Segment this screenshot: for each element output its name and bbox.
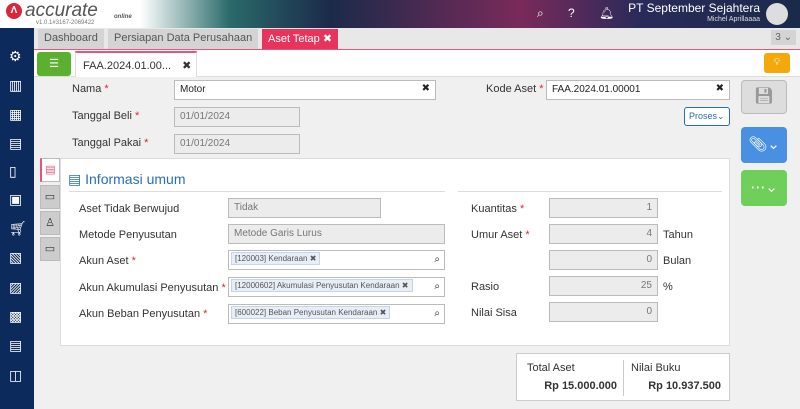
- tab-aset-tetap[interactable]: Aset Tetap ✖: [262, 29, 339, 49]
- sidebar: ⚙ ▥ ▦ ▤ ▯ ▣ 🛒︎ ▧ ▨ ▩ ▤ ◫: [0, 28, 34, 409]
- avatar[interactable]: [766, 3, 788, 25]
- rasio-input[interactable]: 25: [549, 276, 658, 296]
- nilai-sisa-input[interactable]: 0: [549, 302, 658, 322]
- total-aset-label: Total Aset: [527, 362, 575, 374]
- chart-icon[interactable]: ◫: [9, 367, 23, 383]
- nilai-sisa-label: Nilai Sisa: [471, 307, 517, 319]
- save-button[interactable]: 💾︎: [741, 80, 787, 114]
- kode-input[interactable]: FAA.2024.01.00001 ✖: [546, 80, 730, 100]
- tgl-beli-label: Tanggal Beli *: [72, 110, 140, 122]
- kuantitas-label: Kuantitas *: [471, 203, 525, 215]
- section-title: ▤ Informasi umum: [68, 171, 186, 187]
- totals-panel: Total Aset Rp 15.000.000 Nilai Buku Rp 1…: [516, 353, 730, 401]
- akun-aset-label: Akun Aset *: [79, 255, 136, 267]
- tips-button[interactable]: 💡︎: [764, 53, 790, 73]
- doc-tab[interactable]: FAA.2024.01.00... ✖: [75, 51, 197, 77]
- metode-label: Metode Penyusutan: [79, 229, 177, 241]
- more-button[interactable]: ⋯⌄: [741, 170, 787, 206]
- notes-tab-icon[interactable]: ▭: [40, 237, 60, 261]
- percent-unit: %: [663, 281, 673, 293]
- umur-bulan-input[interactable]: 0: [549, 250, 658, 270]
- proses-button[interactable]: Proses⌄: [684, 107, 730, 126]
- atb-label: Aset Tidak Berwujud: [79, 203, 180, 215]
- nama-label: Nama *: [72, 83, 109, 95]
- rasio-label: Rasio: [471, 281, 500, 293]
- company-info[interactable]: PT September Sejahtera Michel Aprillaaaa: [628, 2, 760, 24]
- akun-aset-input[interactable]: [120003] Kendaraan ✖ ⌕: [228, 250, 445, 270]
- purchase-icon[interactable]: ▧: [9, 249, 23, 265]
- akun-akum-input[interactable]: [12000602] Akumulasi Penyusutan Kendaraa…: [228, 277, 445, 297]
- kode-label: Kode Aset *: [486, 83, 544, 95]
- umur-label: Umur Aset *: [471, 229, 530, 241]
- info-tab-icon[interactable]: ▤: [40, 158, 60, 182]
- nilai-buku-label: Nilai Buku: [631, 362, 681, 374]
- close-icon[interactable]: ✖: [182, 60, 192, 72]
- bulan-unit: Bulan: [663, 255, 692, 267]
- tgl-pakai-input[interactable]: 01/01/2024: [174, 134, 300, 154]
- tab-dashboard[interactable]: Dashboard: [38, 29, 104, 49]
- kuantitas-input[interactable]: 1: [549, 198, 658, 218]
- company-name: PT September Sejahtera: [628, 1, 760, 15]
- help-icon[interactable]: ?: [568, 6, 575, 20]
- search-icon[interactable]: ⌕: [537, 6, 544, 20]
- search-icon: ⌕: [434, 254, 440, 265]
- tahun-unit: Tahun: [663, 229, 693, 241]
- akun-beban-label: Akun Beban Penyusutan *: [79, 308, 208, 320]
- brand-sub: online: [114, 14, 132, 20]
- ledger-icon[interactable]: ▤: [9, 135, 23, 151]
- report-icon[interactable]: ▤: [9, 337, 23, 353]
- tab-persiapan[interactable]: Persiapan Data Perusahaan: [108, 29, 259, 49]
- total-aset-value: Rp 15.000.000: [544, 380, 617, 392]
- clear-icon: ✖: [715, 83, 724, 94]
- version: v1.0.1#3167-2069422: [36, 20, 95, 26]
- factory-icon[interactable]: ▨: [9, 279, 23, 295]
- settings-icon[interactable]: ⚙: [9, 48, 22, 64]
- nama-input[interactable]: Motor ✖: [174, 80, 436, 100]
- umur-tahun-input[interactable]: 4: [549, 224, 658, 244]
- depreciation-tab-icon[interactable]: ▭: [40, 185, 60, 209]
- attachment-button[interactable]: 📎︎⌄: [741, 127, 787, 163]
- building-icon[interactable]: ▦: [9, 106, 23, 122]
- search-icon: ⌕: [434, 308, 440, 319]
- tgl-pakai-label: Tanggal Pakai *: [72, 137, 149, 149]
- akun-beban-input[interactable]: [600022] Beban Penyusutan Kendaraan ✖ ⌕: [228, 304, 445, 324]
- bell-icon[interactable]: 🔔︎: [599, 6, 615, 20]
- inventory-icon[interactable]: ▩: [9, 308, 23, 324]
- clear-icon: ✖: [421, 83, 430, 94]
- bank-icon[interactable]: ▥: [9, 77, 23, 93]
- user-name: Michel Aprillaaaa: [707, 16, 760, 23]
- akun-akum-label: Akun Akumulasi Penyusutan *: [79, 282, 226, 294]
- tax-icon[interactable]: ▣: [9, 191, 23, 207]
- tgl-beli-input[interactable]: 01/01/2024: [174, 107, 300, 127]
- search-icon: ⌕: [434, 281, 440, 292]
- cart-icon[interactable]: 🛒︎: [9, 220, 27, 236]
- info-card: ▤ Informasi umum Aset Tidak Berwujud Tid…: [60, 158, 730, 346]
- tab-count-dropdown[interactable]: 3 ⌄: [771, 30, 796, 45]
- list-button[interactable]: ☰: [37, 52, 71, 76]
- nilai-buku-value: Rp 10.937.500: [648, 380, 721, 392]
- close-icon[interactable]: ✖: [322, 33, 333, 45]
- metode-input[interactable]: Metode Garis Lurus: [228, 224, 445, 244]
- atb-input[interactable]: Tidak: [228, 198, 381, 218]
- tab-bar: Dashboard Persiapan Data Perusahaan Aset…: [34, 28, 800, 50]
- phone-icon[interactable]: ▯: [9, 163, 17, 179]
- doc-tab-bar: ☰ FAA.2024.01.00... ✖ 💡︎: [34, 50, 800, 77]
- user-tab-icon[interactable]: ♙: [40, 211, 60, 235]
